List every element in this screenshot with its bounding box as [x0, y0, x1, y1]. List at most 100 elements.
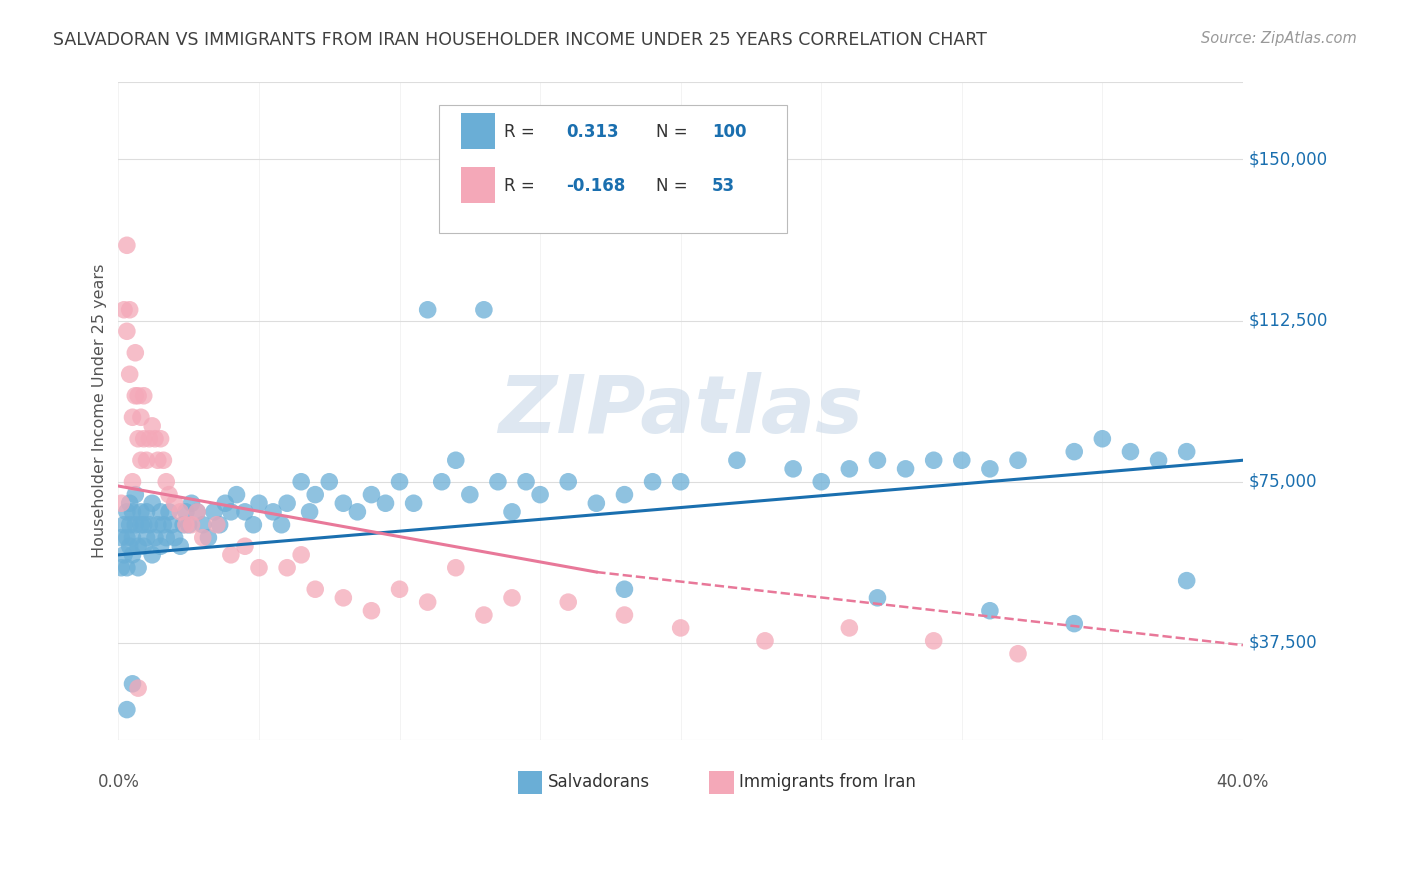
Point [110, 560, 132, 574]
Point [155, 475, 177, 489]
Point [115, 531, 138, 545]
Point [585, 496, 607, 510]
Point [1007, 647, 1029, 661]
Point [112, 517, 135, 532]
Text: N =: N = [657, 123, 693, 141]
Point [118, 539, 141, 553]
Text: 53: 53 [713, 177, 735, 195]
FancyBboxPatch shape [709, 772, 734, 794]
Point [416, 302, 439, 317]
Point [262, 505, 284, 519]
Point [169, 505, 191, 519]
Point [172, 517, 194, 532]
Point [149, 539, 172, 553]
Point [163, 531, 186, 545]
Point [129, 517, 152, 532]
Point [129, 453, 152, 467]
Point [1091, 432, 1114, 446]
Point [202, 505, 225, 519]
Point [180, 517, 202, 532]
Point [613, 488, 636, 502]
Point [191, 517, 214, 532]
Point [1063, 444, 1085, 458]
Point [276, 560, 298, 574]
Point [138, 432, 160, 446]
Point [1007, 453, 1029, 467]
Point [121, 548, 143, 562]
Point [118, 496, 141, 510]
Point [152, 517, 174, 532]
Text: N =: N = [657, 177, 693, 195]
Point [270, 517, 292, 532]
Point [143, 531, 166, 545]
Point [132, 539, 155, 553]
Point [112, 548, 135, 562]
Point [118, 368, 141, 382]
Point [174, 505, 197, 519]
Point [1119, 444, 1142, 458]
Point [186, 505, 208, 519]
Point [115, 324, 138, 338]
FancyBboxPatch shape [439, 105, 787, 233]
Point [233, 505, 256, 519]
Text: SALVADORAN VS IMMIGRANTS FROM IRAN HOUSEHOLDER INCOME UNDER 25 YEARS CORRELATION: SALVADORAN VS IMMIGRANTS FROM IRAN HOUSE… [53, 31, 987, 49]
Point [115, 703, 138, 717]
Point [754, 633, 776, 648]
Point [810, 475, 832, 489]
Point [205, 517, 228, 532]
FancyBboxPatch shape [517, 772, 543, 794]
Point [669, 621, 692, 635]
Point [247, 496, 270, 510]
Point [613, 607, 636, 622]
Point [121, 677, 143, 691]
Point [180, 496, 202, 510]
Point [979, 604, 1001, 618]
Point [121, 531, 143, 545]
Point [149, 505, 172, 519]
Point [360, 604, 382, 618]
Point [304, 582, 326, 597]
Point [110, 531, 132, 545]
Point [430, 475, 453, 489]
Point [641, 475, 664, 489]
Point [472, 302, 495, 317]
Text: 0.0%: 0.0% [97, 772, 139, 790]
Point [922, 633, 945, 648]
Point [138, 517, 160, 532]
Point [152, 453, 174, 467]
Point [169, 539, 191, 553]
Point [529, 488, 551, 502]
Point [669, 475, 692, 489]
Point [922, 453, 945, 467]
Point [141, 418, 163, 433]
Point [219, 548, 242, 562]
Point [112, 302, 135, 317]
Point [346, 505, 368, 519]
Point [135, 505, 157, 519]
Point [124, 488, 146, 502]
Point [155, 531, 177, 545]
Point [186, 505, 208, 519]
Point [458, 488, 481, 502]
Point [132, 432, 155, 446]
Point [157, 488, 180, 502]
Point [388, 475, 411, 489]
Point [225, 488, 247, 502]
Point [276, 496, 298, 510]
Point [1063, 616, 1085, 631]
Text: $37,500: $37,500 [1249, 634, 1317, 652]
Point [129, 410, 152, 425]
Point [132, 517, 155, 532]
Point [247, 560, 270, 574]
Point [501, 591, 523, 605]
Point [115, 560, 138, 574]
Text: -0.168: -0.168 [567, 177, 626, 195]
Point [360, 488, 382, 502]
Point [141, 496, 163, 510]
Text: Source: ZipAtlas.com: Source: ZipAtlas.com [1201, 31, 1357, 46]
Point [197, 531, 219, 545]
Point [124, 517, 146, 532]
Point [121, 505, 143, 519]
Point [146, 517, 169, 532]
Point [501, 505, 523, 519]
